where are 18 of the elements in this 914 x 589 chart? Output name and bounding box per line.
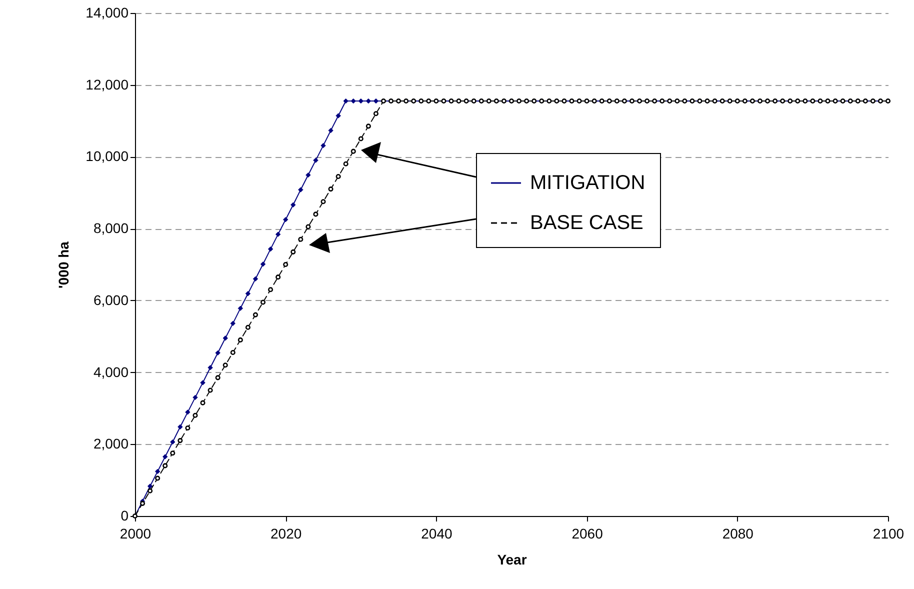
x-tick-label: 2020 xyxy=(270,526,302,542)
y-tick-label: 14,000 xyxy=(86,4,129,20)
y-tick-label: 8,000 xyxy=(93,220,129,236)
legend-label: MITIGATION xyxy=(530,172,646,194)
y-tick-label: 0 xyxy=(120,508,129,524)
y-tick-label: 4,000 xyxy=(93,364,129,380)
x-tick-label: 2040 xyxy=(421,526,452,542)
y-axis-title: '000 ha xyxy=(56,241,72,288)
x-tick-label: 2100 xyxy=(872,526,904,542)
y-tick-label: 12,000 xyxy=(86,76,129,92)
x-tick-label: 2060 xyxy=(572,526,604,542)
x-tick-label: 2080 xyxy=(722,526,754,542)
y-tick-label: 6,000 xyxy=(93,292,129,308)
x-tick-label: 2000 xyxy=(120,526,152,542)
x-axis-title: Year xyxy=(497,552,528,568)
legend-label: BASE CASE xyxy=(530,212,644,234)
y-tick-label: 2,000 xyxy=(93,436,129,452)
y-tick-label: 10,000 xyxy=(86,148,129,164)
